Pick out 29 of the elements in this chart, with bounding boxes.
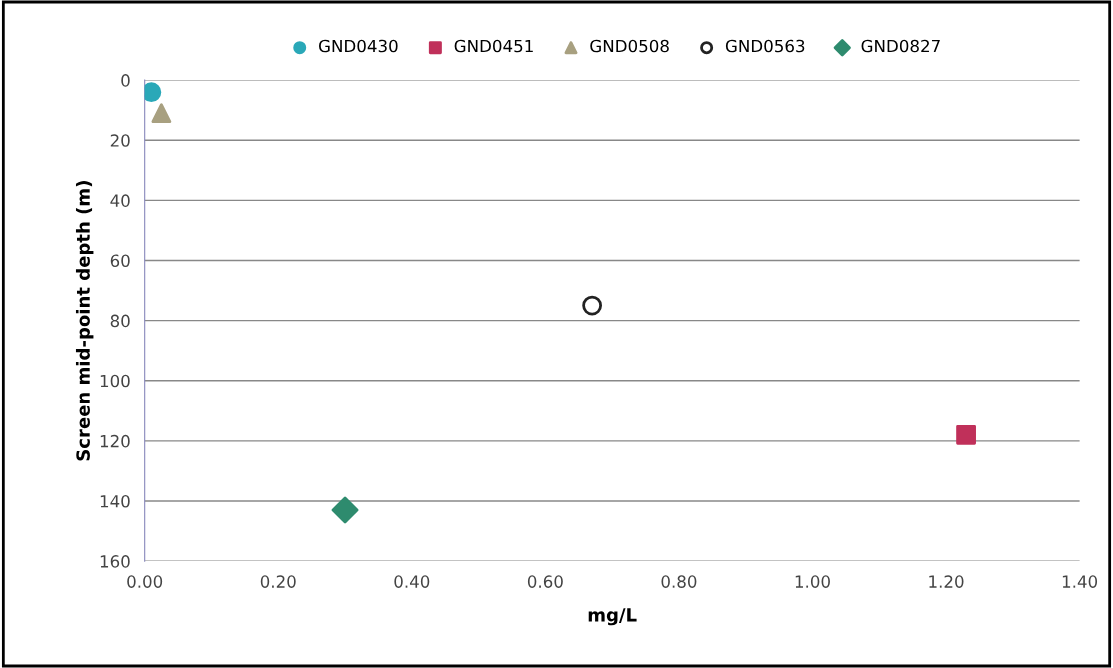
legend-label: GND0827 [861,39,940,53]
legend-label: GND0563 [725,39,805,53]
x-tick-label: 1.00 [795,575,830,588]
point [144,82,162,103]
x-tick-label: 1.40 [1062,575,1098,588]
point [151,103,172,124]
y-tick-label: 80 [110,314,130,328]
point [956,424,976,445]
y-tick-label: 120 [100,434,130,448]
x-tick-label: 1.20 [929,575,964,588]
legend-label: GND0451 [454,39,533,53]
x-tick-label: 0.20 [260,575,296,588]
y-tick-label: 20 [110,134,130,147]
x-axis-title: mg/L [588,608,637,626]
point [331,496,359,524]
point [582,295,603,316]
y-tick-label: 160 [100,555,130,568]
y-tick-label: 100 [100,374,130,388]
y-tick-label: 140 [100,494,130,508]
y-tick-label: 60 [110,254,130,268]
y-tick-label: 40 [110,194,130,207]
y-axis-title: Screen mid-point depth (m) [75,181,94,461]
legend-label: GND0508 [590,39,669,53]
x-tick-label: 0.40 [394,575,430,588]
x-tick-label: 0.80 [661,575,697,588]
x-tick-label: 0.00 [127,575,163,588]
y-tick-label: 0 [121,74,130,87]
x-tick-label: 0.60 [527,575,563,588]
legend-label: GND0430 [319,39,398,53]
